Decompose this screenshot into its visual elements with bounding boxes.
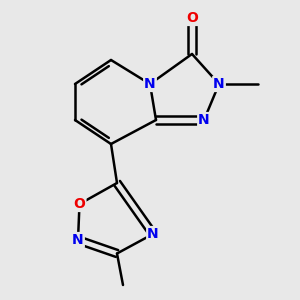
Text: N: N (147, 227, 159, 241)
Text: N: N (72, 233, 84, 247)
Text: N: N (213, 77, 225, 91)
Text: N: N (198, 113, 210, 127)
Text: O: O (186, 11, 198, 25)
Text: O: O (74, 197, 86, 211)
Text: N: N (144, 77, 156, 91)
